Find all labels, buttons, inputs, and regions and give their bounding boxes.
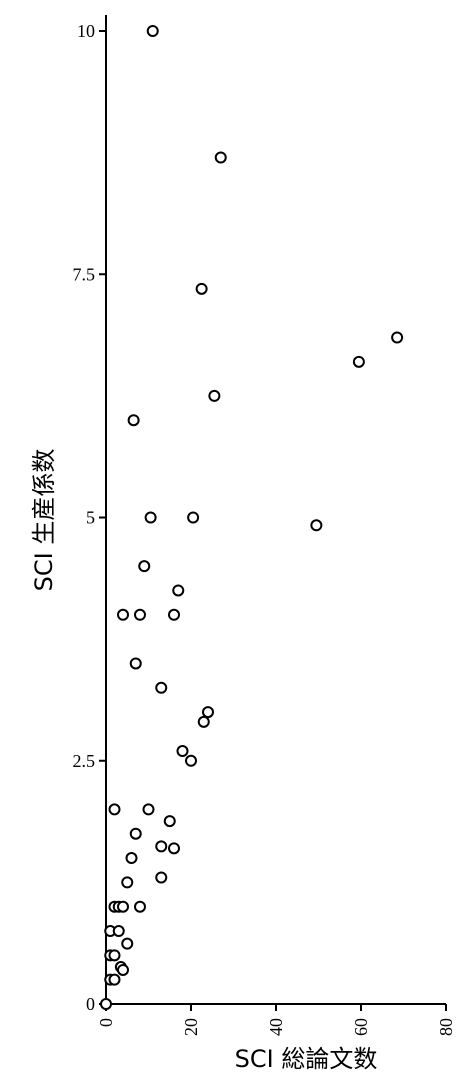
scatter-point [163,815,176,828]
scatter-point [121,876,134,889]
scatter-point [108,803,121,816]
scatter-point [176,745,189,758]
scatter-point [117,608,129,621]
scatter-point [352,355,365,368]
scatter-point [117,900,129,913]
y-tick-label: 7.5 [73,264,96,284]
x-axis-ticks: 0 20 40 60 80 [96,1004,456,1036]
scatter-point [172,584,185,597]
scatter-point [108,949,121,962]
scatter-point [129,827,142,840]
scatter-point [208,389,221,402]
scatter-point [195,282,208,295]
scatter-point [125,852,138,865]
scatter-point [214,151,227,164]
y-axis-ticks: 0 2.5 5 7.5 10 [73,21,106,1014]
x-tick-label: 20 [181,1018,201,1036]
scatter-point [134,900,146,913]
plot-area: 0 2.5 5 7.5 10 0 20 40 60 80 [73,15,456,1036]
x-tick-label: 60 [351,1018,371,1036]
scatter-point [121,937,134,950]
scatter-point [310,519,323,532]
scatter-point [197,715,210,728]
scatter-point [144,511,157,524]
scatter-point [129,657,142,670]
y-axis-title: SCI 生産係数 [30,449,58,592]
scatter-point [168,842,180,855]
scatter-point [155,871,168,884]
scatter-point [117,963,129,976]
scatter-point [134,608,146,621]
scatter-point [155,840,168,853]
scatter-point [142,803,155,816]
scatter-point [112,925,125,938]
scatter-point [168,608,180,621]
scatter-point [185,754,197,767]
x-axis-title: SCI 総論文数 [235,1045,378,1073]
scatter-point [187,511,200,524]
x-tick-label: 80 [436,1018,456,1036]
x-tick-label: 0 [96,1018,116,1027]
scatter-point [155,681,168,694]
y-tick-label: 10 [77,21,95,41]
y-tick-label: 0 [86,994,95,1014]
data-points [100,25,404,1010]
scatter-point [391,331,404,344]
y-tick-label: 2.5 [73,751,96,771]
scatter-point [146,25,159,37]
scatter-point [108,973,121,986]
x-tick-label: 40 [266,1018,286,1036]
y-tick-label: 5 [86,508,95,528]
scatter-point [138,560,151,573]
scatter-point [100,998,112,1010]
scatter-point [127,414,140,427]
scatter-point [202,706,214,719]
